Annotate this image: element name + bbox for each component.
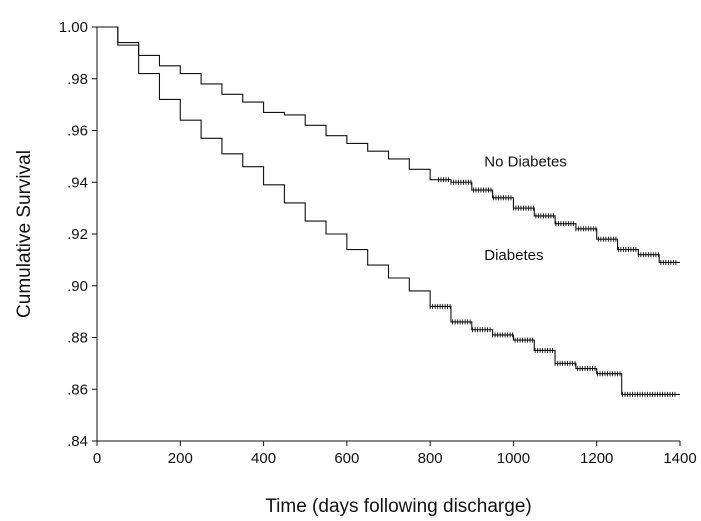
y-tick-label: .92 [67,226,88,243]
x-tick-label: 200 [168,450,193,467]
y-tick-label: 1.00 [59,19,88,36]
x-tick-label: 400 [251,450,276,467]
survival-curves [97,26,680,397]
x-tick-label: 0 [93,450,101,467]
y-axis-ticks: .84 .86 .88 .90 .92 .94 .96 .98 1.00 [59,19,97,450]
series-label: No Diabetes [484,154,567,171]
y-tick-label: .90 [67,278,88,295]
y-tick-label: .96 [67,123,88,140]
y-tick-label: .86 [67,381,88,398]
x-tick-label: 600 [334,450,359,467]
survival-curve-no-diabetes [97,26,680,264]
survival-curve-diabetes [97,26,680,395]
x-tick-label: 1400 [663,450,696,467]
chart-axes [96,27,680,442]
x-axis-title: Time (days following discharge) [265,496,531,517]
x-tick-label: 800 [418,450,443,467]
y-axis-title: Cumulative Survival [14,150,35,318]
series-label: Diabetes [484,247,543,264]
x-axis-ticks: 0 200 400 600 800 1000 1200 1400 [93,441,697,467]
y-tick-label: .84 [67,433,88,450]
y-tick-label: .94 [67,174,88,191]
x-tick-label: 1200 [580,450,613,467]
series-annotations: No Diabetes Diabetes [484,154,567,264]
y-tick-label: .88 [67,330,88,347]
x-tick-label: 1000 [497,450,530,467]
y-tick-label: .98 [67,71,88,88]
